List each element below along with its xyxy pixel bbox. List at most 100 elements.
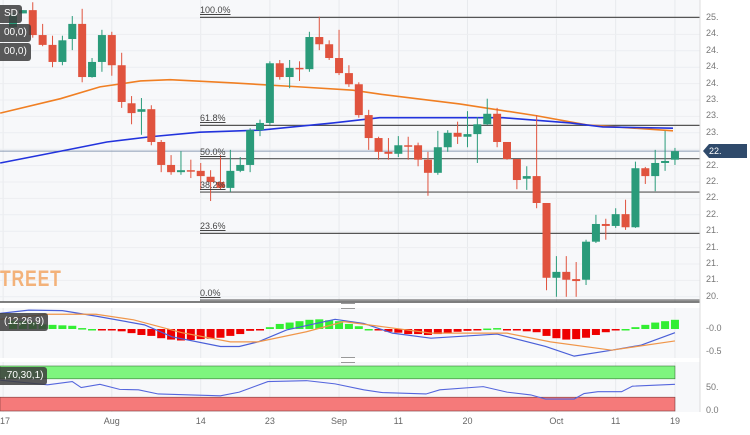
- macd-histogram-bar: [265, 327, 274, 329]
- macd-histogram-bar: [670, 319, 679, 329]
- last-price-badge: 22.: [703, 144, 747, 158]
- rsi-axis-label: 0.0: [706, 405, 719, 415]
- candle-bearish: [315, 37, 324, 45]
- candle-bullish: [68, 23, 77, 39]
- macd-legend[interactable]: (12,26,9): [0, 313, 49, 331]
- candle-bearish: [275, 63, 284, 78]
- macd-histogram-bar: [48, 324, 57, 329]
- candle-bullish: [591, 223, 600, 242]
- candle-bearish: [572, 279, 581, 282]
- candle-bearish: [364, 115, 373, 139]
- date-axis-label: Oct: [549, 416, 564, 426]
- candle-bearish: [562, 271, 571, 280]
- macd-histogram-bar: [591, 329, 600, 335]
- date-axis-label: Sep: [331, 416, 348, 426]
- macd-histogram-bar: [572, 329, 581, 340]
- candle-bearish: [127, 103, 136, 114]
- candle-bullish: [473, 124, 482, 135]
- macd-histogram-bar: [651, 322, 660, 329]
- candle-bearish: [542, 202, 551, 278]
- macd-axis-label: -0.0: [706, 323, 722, 333]
- candle-bullish: [611, 214, 620, 226]
- candle-bullish: [631, 168, 640, 228]
- candle-bullish: [552, 271, 561, 278]
- price-axis-label: 22.: [706, 208, 719, 219]
- candle-bullish: [226, 170, 235, 188]
- macd-histogram-bar: [493, 328, 502, 330]
- price-axis-label: 24.: [706, 77, 719, 88]
- macd-histogram-bar: [354, 326, 363, 329]
- macd-histogram-bar: [473, 329, 482, 331]
- price-axis-label: 23.: [706, 126, 719, 137]
- macd-histogram-bar: [147, 329, 156, 336]
- candle-bearish: [117, 65, 126, 102]
- macd-histogram-bar: [196, 329, 205, 340]
- candle-bearish: [404, 145, 413, 147]
- logo-watermark: TREET: [0, 266, 62, 291]
- candle-bullish: [670, 151, 679, 160]
- candle-bearish: [335, 58, 344, 74]
- macd-histogram-bar: [661, 321, 670, 329]
- macd-histogram-bar: [88, 329, 97, 331]
- candle-bullish: [265, 63, 274, 123]
- candle-bearish: [107, 35, 116, 66]
- candle-bearish: [532, 176, 541, 203]
- pane-resize-handle[interactable]: [341, 357, 355, 363]
- date-axis-label: 19: [669, 416, 680, 426]
- price-axis-label: 21.: [706, 225, 719, 236]
- candle-bullish: [582, 241, 591, 280]
- price-axis-label: 24.: [706, 44, 719, 55]
- fib-level-label: 23.6%: [200, 221, 226, 232]
- pane-resize-handle[interactable]: [341, 303, 355, 309]
- macd-histogram-bar: [275, 323, 284, 329]
- price-axis-label: 21.: [706, 274, 719, 285]
- macd-histogram-bar: [552, 329, 561, 339]
- ma1-legend[interactable]: 00,0): [0, 24, 31, 42]
- macd-histogram-bar: [68, 325, 77, 329]
- macd-histogram-bar: [562, 329, 571, 340]
- rsi-bands: [0, 365, 676, 412]
- price-axis-label: 24.: [706, 61, 719, 72]
- rsi-indicator: [0, 379, 675, 400]
- price-axis-label: 20.: [706, 290, 719, 301]
- macd-histogram-bar: [532, 329, 541, 333]
- candle-bearish: [216, 182, 225, 188]
- candle-bearish: [147, 109, 156, 142]
- candle-bullish: [443, 132, 452, 148]
- macd-signal-line: [0, 313, 676, 351]
- candle-bullish: [176, 170, 185, 173]
- candle-bullish: [236, 164, 245, 171]
- date-axis-label: 20: [462, 416, 473, 426]
- candle-bearish: [186, 170, 195, 172]
- candle-bearish: [512, 159, 521, 181]
- candle-bearish: [384, 151, 393, 154]
- ma2-legend[interactable]: 00,0): [0, 43, 31, 61]
- fibonacci-retracement[interactable]: [200, 16, 700, 301]
- macd-histogram-bar: [127, 329, 136, 334]
- macd-histogram-bar: [285, 322, 294, 329]
- candle-bearish: [196, 170, 205, 177]
- symbol-label[interactable]: SD: [0, 5, 22, 23]
- candle-bearish: [78, 23, 87, 78]
- candle-bearish: [38, 35, 47, 45]
- price-axis-label: 22.: [706, 159, 719, 170]
- macd-histogram-bar: [423, 329, 432, 335]
- candle-bullish: [661, 161, 670, 163]
- candle-bullish: [18, 10, 27, 14]
- macd-histogram-bar: [631, 327, 640, 329]
- macd-histogram-bar: [206, 329, 215, 339]
- candle-bullish: [651, 162, 660, 177]
- macd-histogram-bar: [384, 329, 393, 332]
- fib-level-label: 100.0%: [200, 5, 231, 16]
- macd-histogram-bar: [374, 329, 383, 331]
- macd-histogram-bar: [503, 329, 511, 331]
- macd-histogram-bar: [117, 329, 126, 332]
- rsi-overbought-band: [0, 365, 676, 380]
- candle-bullish: [256, 122, 264, 131]
- fib-level-label: 61.8%: [200, 113, 226, 124]
- rsi-legend[interactable]: ,70,30,1): [0, 367, 48, 385]
- macd-histogram-bar: [335, 321, 344, 329]
- candle-bearish: [295, 67, 304, 70]
